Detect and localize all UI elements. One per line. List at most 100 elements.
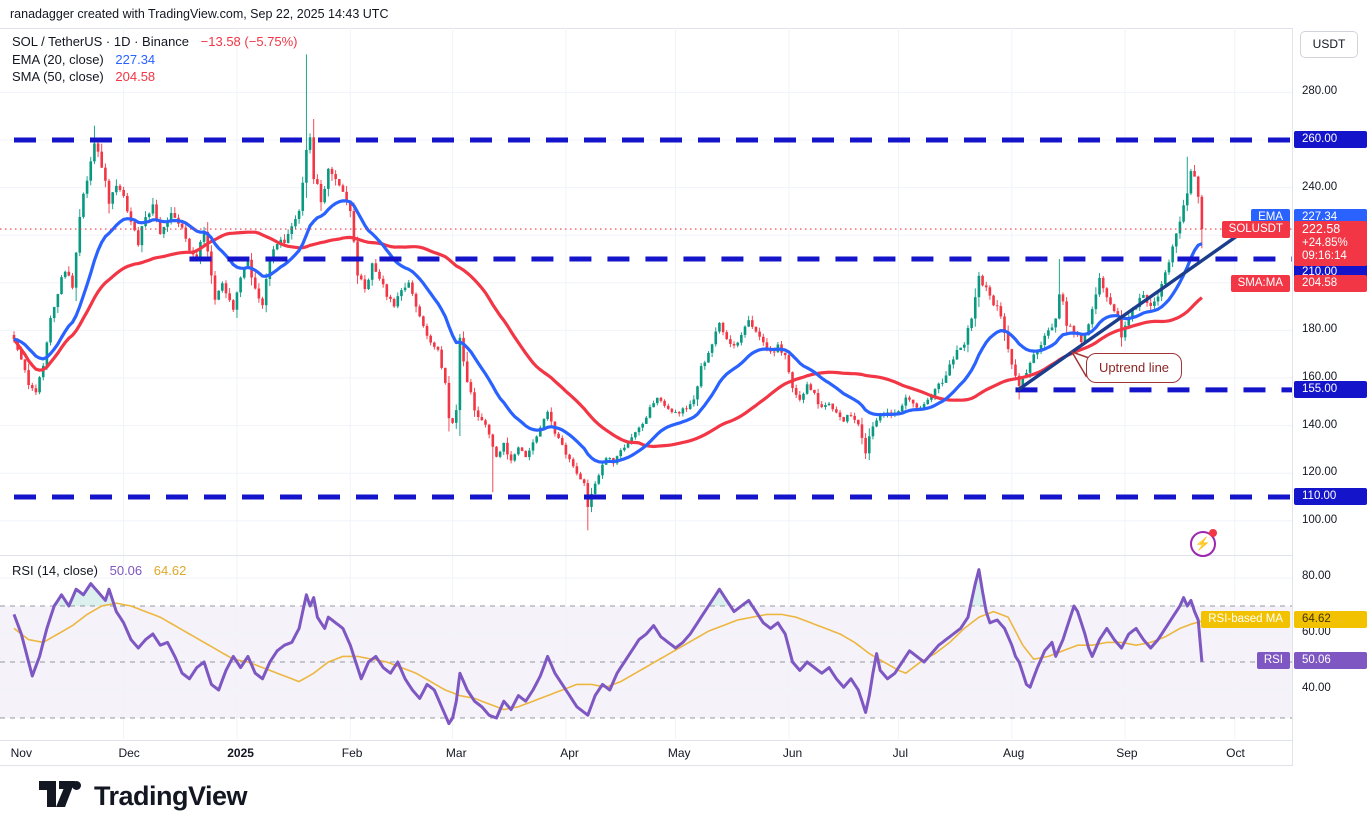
rsi-legend-value: 50.06 (109, 563, 143, 578)
candle-body (904, 397, 908, 406)
sma-price-badge: 204.58 (1294, 274, 1367, 292)
sma-legend-value: 204.58 (115, 69, 156, 84)
candle-body (813, 389, 816, 393)
candle-body (959, 347, 962, 350)
currency-toggle-button[interactable]: USDT (1300, 31, 1358, 58)
candle-body (480, 417, 484, 421)
candle-body (560, 437, 564, 445)
ema-legend-row[interactable]: EMA (20, close) 227.34 (12, 51, 298, 69)
rsi-value-badge: 64.62 (1294, 611, 1367, 629)
candle-body (783, 352, 787, 356)
candle-body (948, 364, 951, 376)
candle-body (619, 450, 623, 457)
candle-body (579, 473, 582, 480)
candle-body (221, 283, 224, 291)
candle-body (1105, 288, 1109, 298)
rsi-line[interactable] (12, 568, 1204, 726)
rsi-pane-canvas[interactable] (0, 555, 1292, 739)
ema-legend-value: 227.34 (115, 51, 156, 67)
price-pane-canvas[interactable] (0, 28, 1292, 555)
level-price-badge: 110.00 (1294, 488, 1367, 505)
candle-body (988, 287, 992, 296)
candle-body (1189, 171, 1193, 194)
candle-body (981, 275, 984, 286)
candle-body (963, 344, 966, 348)
candle-body (363, 279, 367, 290)
candle-body (1109, 297, 1112, 305)
candle-body (1050, 327, 1054, 331)
candle-body (944, 375, 948, 383)
candle-body (732, 343, 736, 346)
candle-body (158, 219, 162, 234)
candle-body (637, 427, 641, 433)
sma-line[interactable] (12, 230, 1203, 449)
candle-body (1058, 294, 1061, 319)
tradingview-logo[interactable]: TradingView (38, 779, 248, 813)
rsi-ma-line[interactable] (13, 602, 1203, 711)
uptrend-line-callout[interactable]: Uptrend line (1086, 353, 1182, 383)
candle-body (754, 326, 758, 332)
sma-legend-row[interactable]: SMA (50, close) 204.58 (12, 68, 298, 86)
notification-dot (1209, 529, 1217, 537)
candle-body (169, 213, 173, 221)
candle-body (89, 161, 93, 181)
candle-body (49, 318, 52, 343)
candle-body (824, 405, 827, 408)
rsi-legend-row[interactable]: RSI (14, close) 50.06 64.62 (12, 562, 186, 580)
candle-body (542, 419, 546, 428)
candle-body (374, 263, 378, 272)
tradingview-logo-icon (39, 781, 81, 807)
candle-body (246, 259, 250, 269)
candle-body (1054, 318, 1057, 328)
ema-line[interactable] (13, 199, 1203, 464)
symbol-row[interactable]: SOL / TetherUS · 1D · Binance −13.58 (−5… (12, 33, 298, 51)
candle-body (1039, 345, 1043, 351)
candle-body (180, 223, 184, 228)
candle-body (571, 459, 575, 467)
candle-body (992, 295, 995, 306)
candle-body (155, 204, 158, 220)
candle-body (400, 290, 403, 297)
candle-body (294, 219, 297, 227)
candle-body (955, 349, 959, 360)
candle-body (1200, 196, 1204, 230)
uptrend-trendline[interactable] (1017, 230, 1245, 392)
candle-body (133, 221, 136, 231)
symbol-badge-time: 09:16:14 (1302, 250, 1347, 263)
candle-body (864, 437, 867, 454)
candle-body (546, 411, 549, 420)
price-tick-label: 240.00 (1302, 180, 1338, 193)
candle-body (253, 277, 257, 289)
symbol-price-badge: 222.58 +24.85% 09:16:14 (1294, 221, 1367, 266)
candle-body (224, 283, 228, 294)
candle-body (740, 334, 743, 343)
candle-body (498, 451, 502, 457)
price-axis[interactable]: USDT 280.00 240.00 180.00 160.00 140.00 120.0… (1292, 28, 1368, 766)
time-axis[interactable]: Nov Dec 2025 Feb Mar Apr May Jun Jul Aug Sep Oct (0, 740, 1292, 766)
candle-body (1047, 330, 1050, 336)
candle-body (67, 271, 71, 276)
time-axis-label: Dec (118, 746, 140, 760)
candle-body (341, 185, 345, 192)
candle-body (27, 370, 30, 386)
candle-body (118, 185, 122, 190)
candle-body (809, 384, 813, 390)
candle-body (111, 192, 114, 204)
candle-body (147, 213, 151, 218)
candle-body (239, 277, 242, 293)
candle-body (378, 271, 381, 279)
candle-body (937, 383, 941, 390)
rsi-band (0, 606, 1292, 718)
candle-body (703, 362, 707, 367)
candle-body (286, 234, 290, 243)
candle-body (860, 424, 864, 438)
candle-body (1182, 205, 1185, 222)
candle-body (528, 450, 531, 458)
candle-body (60, 277, 63, 295)
candle-body (107, 180, 111, 204)
rsi-zone-fill (14, 569, 1202, 606)
time-axis-label: Sep (1116, 746, 1138, 760)
candle-body (765, 342, 769, 349)
flash-icon[interactable]: ⚡ (1190, 529, 1217, 557)
price-tick-label: 120.00 (1302, 466, 1338, 479)
